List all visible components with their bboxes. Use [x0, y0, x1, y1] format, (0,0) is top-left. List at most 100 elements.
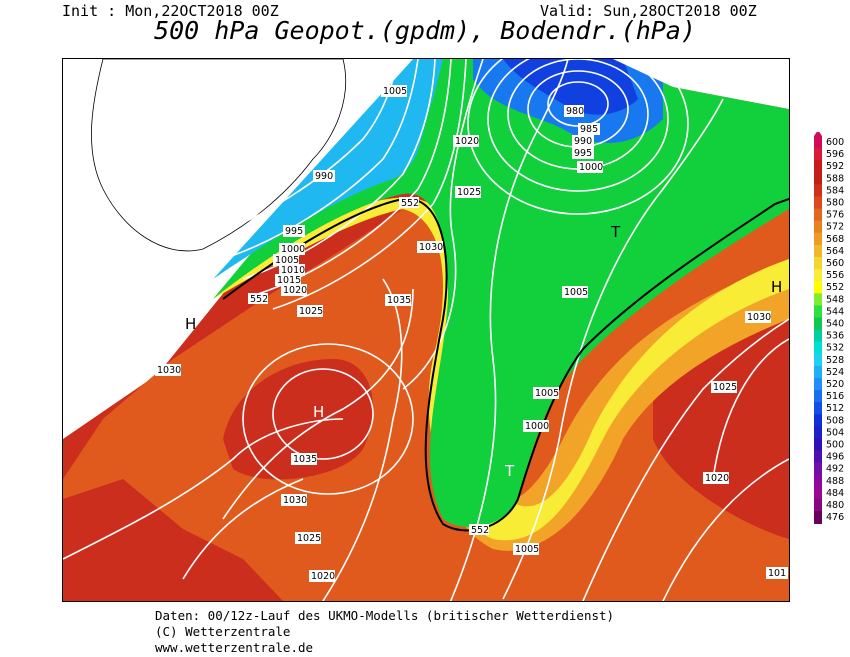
- pressure-label: 1020: [309, 570, 335, 582]
- legend-label: 492: [826, 464, 844, 475]
- color-legend: 6005965925885845805765725685645605565525…: [814, 132, 844, 524]
- pressure-label: 1005: [273, 254, 299, 266]
- legend-label: 520: [826, 379, 844, 390]
- legend-swatch: [814, 257, 822, 270]
- legend-label: 560: [826, 258, 844, 269]
- pressure-label-text: 1000: [525, 421, 549, 432]
- pressure-label: 1025: [711, 381, 737, 393]
- center-low-mediterranean: T: [504, 462, 515, 480]
- legend-swatch: [814, 317, 822, 331]
- legend-swatch: [814, 474, 822, 488]
- legend-swatch: [814, 390, 822, 403]
- pressure-label: 980: [564, 105, 584, 117]
- legend-arrow-down: [814, 523, 822, 524]
- legend-label: 532: [826, 343, 844, 354]
- legend-swatch: [814, 426, 822, 439]
- legend-swatch: [814, 208, 822, 222]
- isobars: [63, 59, 789, 601]
- legend-label: 504: [826, 427, 844, 438]
- legend-label: 512: [826, 403, 844, 414]
- pressure-label: 1000: [577, 161, 603, 173]
- legend-label: 556: [826, 270, 844, 281]
- legend-swatch: [814, 293, 822, 306]
- pressure-label-text: 995: [285, 226, 303, 237]
- legend-label: 528: [826, 355, 844, 366]
- legend-swatch: [814, 232, 822, 246]
- pressure-label: 1030: [745, 311, 771, 323]
- weather-map: 1005 980 985 990 995 1000 1020 1025 990 …: [62, 58, 790, 602]
- legend-swatch: [814, 184, 822, 197]
- pressure-label: 1025: [455, 186, 481, 198]
- legend-swatch: [814, 499, 822, 512]
- legend-swatch: [814, 486, 822, 500]
- legend-label: 552: [826, 282, 844, 293]
- valid-time: Valid: Sun,28OCT2018 00Z: [540, 2, 757, 20]
- pressure-label-text: 1025: [299, 306, 323, 317]
- legend-label: 524: [826, 367, 844, 378]
- pressure-label-text: 1030: [419, 242, 443, 253]
- pressure-label: 1035: [385, 294, 411, 306]
- pressure-label-text: 1005: [515, 544, 539, 555]
- pressure-centers: H H T T H: [185, 223, 782, 480]
- footer-source: Daten: 00/12z-Lauf des UKMO-Modells (bri…: [155, 608, 615, 623]
- legend-label: 576: [826, 210, 844, 221]
- greenland-outline: [91, 59, 347, 252]
- legend-swatch: [814, 511, 822, 524]
- legend-label: 580: [826, 198, 844, 209]
- pressure-label-text: 1020: [283, 285, 307, 296]
- pressure-label-text: 1010: [281, 265, 305, 276]
- pressure-label: 1005: [562, 286, 588, 298]
- pressure-label-text: 995: [574, 148, 592, 159]
- legend-swatch: [814, 220, 822, 234]
- pressure-label: 1020: [453, 135, 479, 147]
- legend-label: 564: [826, 246, 844, 257]
- pressure-label-group: 1005 980 985 990 995 1000 1020 1025 990 …: [155, 85, 788, 582]
- legend-label: 480: [826, 500, 844, 511]
- geopot-label-group: 552 552 552: [248, 197, 489, 536]
- field-deepblue: [503, 59, 638, 115]
- legend-swatch: [814, 329, 822, 343]
- map-canvas: 1005 980 985 990 995 1000 1020 1025 990 …: [63, 59, 789, 601]
- footer-copyright: (C) Wetterzentrale: [155, 624, 291, 639]
- geopot-label: 552: [469, 524, 489, 536]
- pressure-label: 1010: [279, 264, 305, 276]
- center-low-scandinavia: T: [610, 223, 621, 241]
- geopot-label-text: 552: [250, 294, 268, 305]
- pressure-label-text: 1020: [311, 571, 335, 582]
- legend-label: 596: [826, 149, 844, 160]
- pressure-label: 1030: [281, 494, 307, 506]
- legend-swatch: [814, 462, 822, 476]
- legend-swatch: [814, 269, 822, 282]
- pressure-label: 1035: [291, 453, 317, 465]
- chart-title: 500 hPa Geopot.(gpdm), Bodendr.(hPa): [154, 16, 696, 45]
- pressure-label: 1000: [523, 420, 549, 432]
- pressure-label: 995: [572, 147, 594, 159]
- legend-label: 488: [826, 476, 844, 487]
- pressure-label-text: 1020: [705, 473, 729, 484]
- legend-label: 584: [826, 185, 844, 196]
- legend-swatch: [814, 148, 822, 161]
- pressure-label: 1000: [279, 243, 305, 255]
- pressure-label-text: 985: [580, 124, 598, 135]
- pressure-label-text: 1000: [579, 162, 603, 173]
- pressure-label-text: 990: [315, 171, 333, 182]
- pressure-label-text: 1025: [297, 533, 321, 544]
- legend-label: 508: [826, 415, 844, 426]
- legend-label: 544: [826, 306, 844, 317]
- legend-label: 496: [826, 452, 844, 463]
- pressure-label-text: 1025: [713, 382, 737, 393]
- legend-swatch: [814, 378, 822, 391]
- legend-label: 572: [826, 222, 844, 233]
- pressure-label-text: 1030: [157, 365, 181, 376]
- footer-website[interactable]: www.wetterzentrale.de: [155, 640, 314, 655]
- pressure-label-text: 1025: [457, 187, 481, 198]
- legend-swatch: [814, 244, 822, 258]
- center-high-azores: H: [313, 403, 324, 421]
- pressure-label-text: 1030: [747, 312, 771, 323]
- legend-label: 476: [826, 512, 844, 523]
- pressure-label-text: 1015: [277, 275, 301, 286]
- legend-swatches: [814, 132, 822, 524]
- legend-labels: 6005965925885845805765725685645605565525…: [826, 137, 844, 523]
- legend-swatch: [814, 136, 822, 149]
- pressure-label: 101: [766, 567, 788, 579]
